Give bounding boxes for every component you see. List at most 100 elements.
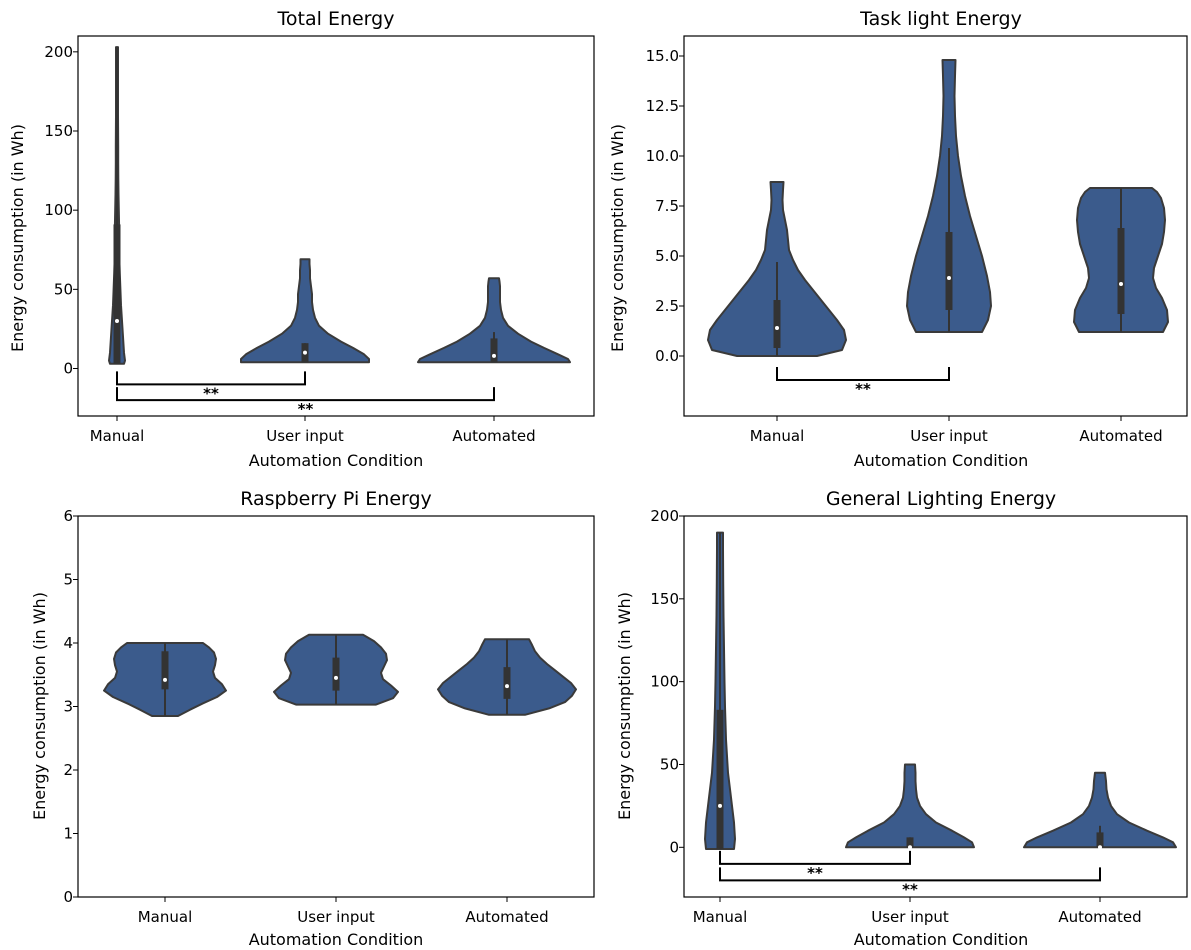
y-tick-label: 15.0 — [646, 47, 679, 65]
significance-bracket — [116, 387, 495, 402]
violin-body — [845, 763, 975, 849]
x-tick-label: Automated — [465, 908, 548, 926]
violin-iqr-box — [161, 651, 169, 690]
x-tick-label: Automated — [1058, 908, 1141, 926]
significance-label: ** — [855, 380, 871, 398]
significance-bracket — [719, 850, 911, 865]
y-axis-label: Energy consumption (in Wh) — [8, 124, 27, 352]
y-tick-label: 1 — [63, 825, 73, 843]
y-tick-label: 3 — [63, 698, 73, 716]
violin-median-dot — [1098, 845, 1102, 850]
y-tick-label: 150 — [650, 590, 679, 608]
x-axis-label: Automation Condition — [854, 451, 1029, 470]
axes-frame — [77, 35, 595, 417]
x-axis-label: Automation Condition — [249, 451, 424, 470]
violin-manual — [103, 642, 227, 717]
violin-median-dot — [492, 353, 496, 358]
x-tick-label: Automated — [452, 427, 535, 445]
violin-median-dot — [505, 684, 509, 689]
violin-manual — [707, 181, 847, 357]
violin-automated — [1023, 771, 1177, 850]
violin-median-dot — [334, 675, 338, 680]
violin-automated — [417, 277, 571, 364]
y-tick-label: 0 — [63, 888, 73, 906]
x-tick-label: Manual — [90, 427, 145, 445]
x-tick-label: User input — [297, 908, 375, 926]
y-tick-label: 200 — [650, 507, 679, 525]
chart-title: General Lighting Energy — [826, 488, 1056, 510]
violin-median-dot — [775, 326, 779, 330]
violin-median-dot — [1119, 282, 1123, 286]
violin-manual — [704, 531, 736, 850]
violin-median-dot — [908, 845, 912, 850]
chart-title: Raspberry Pi Energy — [240, 488, 432, 510]
y-tick-label: 50 — [660, 755, 679, 773]
violin-iqr-box — [490, 338, 498, 363]
x-tick-label: Manual — [693, 908, 748, 926]
violin-iqr-box — [1096, 832, 1104, 848]
violin-user-input — [906, 59, 992, 333]
violin-iqr-box — [945, 232, 953, 310]
y-tick-label: 5.0 — [655, 247, 679, 265]
panel-task-light-energy: Task light Energy Automation Condition E… — [608, 8, 1188, 470]
violin-user-input — [845, 763, 975, 850]
violin-body — [1023, 771, 1177, 849]
violin-iqr-box — [906, 837, 914, 848]
violin-iqr-box — [503, 667, 511, 699]
y-tick-label: 100 — [650, 673, 679, 691]
y-tick-label: 200 — [44, 43, 73, 61]
y-tick-label: 2 — [63, 761, 73, 779]
significance-label: ** — [807, 864, 823, 882]
violin-iqr-box — [1117, 228, 1125, 314]
axes-frame — [683, 35, 1188, 417]
significance-label: ** — [203, 384, 219, 402]
violin-iqr-box — [773, 300, 781, 348]
y-tick-label: 7.5 — [655, 197, 679, 215]
violin-user-input — [240, 258, 370, 364]
y-tick-label: 2.5 — [655, 297, 679, 315]
y-tick-label: 100 — [44, 201, 73, 219]
y-tick-label: 12.5 — [646, 97, 679, 115]
significance-label: ** — [298, 400, 314, 418]
y-tick-label: 0.0 — [655, 347, 679, 365]
y-tick-label: 4 — [63, 634, 73, 652]
y-tick-label: 50 — [54, 280, 73, 298]
violin-median-dot — [115, 319, 119, 323]
violin-manual — [108, 46, 126, 365]
panel-general-lighting-energy: General Lighting Energy Automation Condi… — [615, 488, 1188, 949]
y-axis-label: Energy consumption (in Wh) — [608, 124, 627, 352]
x-tick-label: User input — [910, 427, 988, 445]
violin-body — [240, 258, 370, 364]
y-tick-label: 6 — [63, 507, 73, 525]
significance-bracket — [719, 867, 1101, 882]
y-axis-label: Energy consumption (in Wh) — [615, 592, 634, 820]
violin-user-input — [273, 633, 399, 706]
violin-iqr-box — [716, 709, 724, 849]
x-axis-label: Automation Condition — [249, 930, 424, 949]
violin-body — [417, 277, 571, 364]
violin-automated — [437, 638, 577, 716]
violin-median-dot — [163, 677, 167, 682]
x-tick-label: User input — [871, 908, 949, 926]
chart-title: Task light Energy — [859, 8, 1022, 30]
significance-label: ** — [902, 880, 918, 898]
y-tick-label: 150 — [44, 122, 73, 140]
axes-frame — [683, 515, 1188, 898]
panel-raspberry-pi-energy: Raspberry Pi Energy Automation Condition… — [30, 488, 595, 949]
x-axis-label: Automation Condition — [854, 930, 1029, 949]
violin-median-dot — [718, 803, 722, 808]
x-tick-label: Automated — [1079, 427, 1162, 445]
y-axis-label: Energy consumption (in Wh) — [30, 592, 49, 820]
violin-median-dot — [947, 276, 951, 280]
x-tick-label: Manual — [138, 908, 193, 926]
significance-bracket — [776, 367, 950, 381]
y-tick-label: 0 — [669, 838, 679, 856]
y-tick-label: 10.0 — [646, 147, 679, 165]
violin-median-dot — [303, 350, 307, 355]
x-tick-label: Manual — [750, 427, 805, 445]
violin-iqr-box — [332, 657, 340, 691]
y-tick-label: 0 — [63, 360, 73, 378]
x-tick-label: User input — [266, 427, 344, 445]
significance-bracket — [116, 371, 306, 386]
